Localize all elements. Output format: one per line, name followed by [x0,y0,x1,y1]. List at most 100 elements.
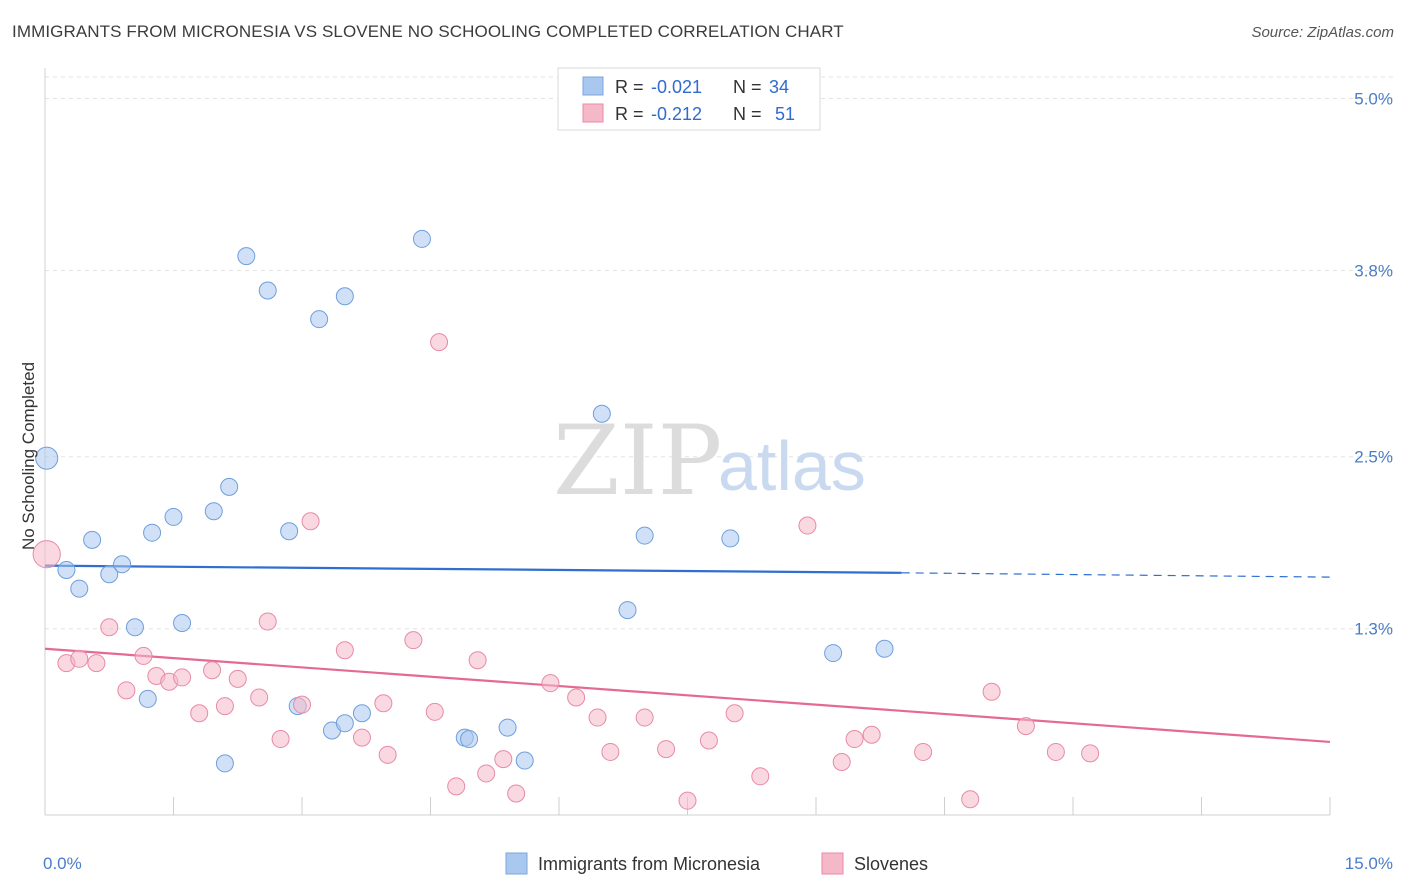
point-slovenes [173,668,192,687]
point-slovenes [494,750,513,769]
point-slovenes [100,618,119,637]
y-tick-label: 1.3% [1354,620,1393,639]
point-slovenes [725,704,744,723]
point-slovenes [335,641,354,660]
legend-n-value-2: 51 [775,104,795,124]
point-micronesia [164,507,183,526]
point-slovenes [635,708,654,727]
point-micronesia [70,579,89,598]
point-slovenes [134,646,153,665]
trend-line-micronesia [44,564,902,574]
point-micronesia [237,247,256,266]
point-slovenes [117,681,136,700]
point-micronesia [138,689,157,708]
legend-swatch-slovenes [582,103,604,123]
point-slovenes [1046,742,1065,761]
watermark-atlas: atlas [718,427,866,505]
bottom-legend-swatch-micronesia [505,852,528,875]
source-credit: Source: ZipAtlas.com [1251,24,1394,41]
point-slovenes [87,654,106,673]
point-micronesia [113,555,132,574]
legend-r-label-1: R = [615,77,644,97]
bottom-legend-label-micronesia: Immigrants from Micronesia [538,854,761,874]
point-slovenes [374,694,393,713]
point-micronesia [635,526,654,545]
y-tick-label: 3.8% [1354,261,1393,280]
point-slovenes [1081,744,1100,763]
point-slovenes [447,777,466,796]
point-micronesia [824,644,843,663]
point-micronesia [125,618,144,637]
point-slovenes [293,695,311,714]
point-micronesia [173,613,192,632]
point-micronesia [460,730,479,749]
trend-line-slovenes [44,647,1331,744]
point-slovenes [832,752,851,771]
point-micronesia [618,601,637,620]
legend-r-label-2: R = [615,104,644,124]
top-legend: R = -0.021 N = 34 R = -0.212 N = 51 [557,67,821,131]
point-micronesia [721,529,740,548]
point-slovenes [203,661,222,680]
point-micronesia [100,565,119,584]
point-micronesia [35,446,59,470]
point-slovenes [271,730,290,749]
x-tick-label-max: 15.0% [1345,854,1393,873]
bottom-legend-swatch-slovenes [821,852,844,875]
axes: 0.0% 15.0% [43,68,1393,873]
data-points [32,229,1100,810]
point-slovenes [588,708,607,727]
point-slovenes [430,333,449,352]
point-slovenes [1016,717,1035,736]
point-slovenes [352,728,371,747]
point-slovenes [567,688,586,707]
point-slovenes [751,767,770,786]
point-micronesia [143,523,162,542]
point-slovenes [468,651,487,670]
point-micronesia [215,754,234,773]
watermark-zip: ZIP [553,405,722,517]
bottom-legend-label-slovenes: Slovenes [854,854,928,874]
point-micronesia [412,229,431,248]
point-slovenes [862,725,881,744]
point-micronesia [310,310,329,329]
point-slovenes [914,742,933,761]
point-slovenes [70,649,89,668]
point-slovenes [678,791,697,810]
point-slovenes [961,790,980,809]
point-micronesia [352,704,371,723]
y-tick-label: 5.0% [1354,89,1393,108]
point-slovenes [378,745,397,764]
point-micronesia [335,714,354,733]
watermark: ZIP atlas [553,405,866,517]
point-slovenes [699,731,718,750]
point-micronesia [515,751,534,770]
bottom-legend: Immigrants from Micronesia Slovenes [505,852,928,875]
point-micronesia [204,502,223,521]
point-micronesia [83,530,102,549]
point-slovenes [425,702,444,721]
point-slovenes [798,516,817,535]
point-micronesia [280,522,299,541]
y-tick-label: 2.5% [1354,448,1393,467]
point-slovenes [215,697,234,716]
point-micronesia [57,560,76,579]
legend-swatch-micronesia [582,76,604,96]
trend-lines [44,564,1331,744]
grid-lines: 1.3% 2.5% 3.8% 5.0% [45,76,1394,639]
point-slovenes [541,674,560,693]
point-slovenes [190,704,209,723]
legend-n-label-2: N = [733,104,762,124]
point-slovenes [507,784,526,803]
legend-n-label-1: N = [733,77,762,97]
point-micronesia [498,718,517,737]
x-tick-label-min: 0.0% [43,854,82,873]
point-micronesia [592,404,611,423]
chart-title: IMMIGRANTS FROM MICRONESIA VS SLOVENE NO… [12,22,844,41]
point-slovenes [258,612,277,631]
trend-line-micronesia-extension [901,572,1331,578]
point-slovenes [477,764,496,783]
point-slovenes [404,631,423,650]
point-slovenes [982,682,1001,701]
